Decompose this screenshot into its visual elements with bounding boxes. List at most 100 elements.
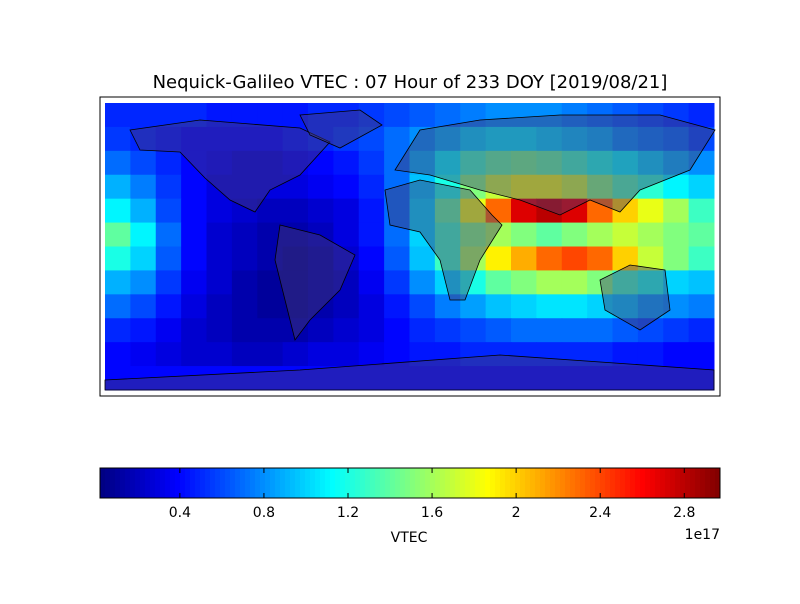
heatmap-cell	[485, 126, 512, 152]
heatmap-cell	[511, 222, 537, 247]
heatmap-cell	[333, 342, 360, 367]
colorbar-swatch	[290, 468, 296, 498]
heatmap-cell	[485, 103, 512, 128]
heatmap-cell	[130, 318, 157, 343]
heatmap-cell	[511, 366, 537, 391]
chart-title: Nequick-Galileo VTEC : 07 Hour of 233 DO…	[153, 72, 668, 93]
heatmap-cell	[612, 270, 639, 295]
colorbar-swatch	[295, 468, 301, 498]
heatmap-cell	[409, 294, 436, 319]
colorbar-swatch	[385, 468, 391, 498]
heatmap-cell	[257, 174, 284, 200]
colorbar-swatch	[100, 468, 106, 498]
heatmap-cell	[688, 294, 715, 319]
heatmap-cell	[561, 126, 588, 152]
heatmap-cell	[511, 342, 537, 367]
heatmap-cell	[460, 366, 487, 391]
colorbar-tick-label: 1.2	[337, 505, 359, 521]
colorbar-label: VTEC	[391, 530, 428, 546]
heatmap-cell	[231, 366, 258, 391]
colorbar-swatch	[430, 468, 436, 498]
heatmap-cell	[308, 342, 334, 367]
heatmap-cell	[206, 318, 233, 343]
colorbar-swatch	[495, 468, 501, 498]
heatmap-cell	[257, 246, 284, 271]
colorbar-swatch	[525, 468, 531, 498]
heatmap-cell	[231, 222, 258, 247]
colorbar-swatch	[640, 468, 646, 498]
heatmap-cell	[231, 246, 258, 271]
heatmap-cell	[688, 270, 715, 295]
heatmap-cell	[485, 270, 512, 295]
heatmap-cell	[688, 246, 715, 271]
colorbar-swatch	[140, 468, 146, 498]
heatmap-cell	[257, 150, 284, 176]
colorbar-scale: 1e17	[685, 527, 720, 543]
heatmap-cell	[155, 126, 182, 152]
heatmap-cell	[384, 126, 410, 152]
colorbar-swatch	[350, 468, 356, 498]
heatmap-cell	[637, 366, 664, 391]
heatmap-cell	[308, 198, 334, 224]
heatmap-cell	[282, 150, 309, 176]
heatmap-cell	[663, 222, 690, 247]
colorbar-swatch	[420, 468, 426, 498]
heatmap-cell	[358, 318, 385, 343]
heatmap-cell	[460, 342, 487, 367]
heatmap-cell	[663, 198, 690, 224]
heatmap-cell	[155, 222, 182, 247]
colorbar-swatch	[280, 468, 286, 498]
heatmap-cell	[358, 174, 385, 200]
heatmap-cell	[130, 222, 157, 247]
heatmap-cell	[511, 246, 537, 271]
heatmap-cell	[637, 342, 664, 367]
heatmap-cell	[637, 198, 664, 224]
colorbar-tick-label: 2.4	[589, 505, 611, 521]
heatmap-cell	[409, 270, 436, 295]
heatmap-cell	[688, 198, 715, 224]
heatmap-cell	[612, 126, 639, 152]
heatmap	[105, 103, 715, 391]
heatmap-cell	[308, 246, 334, 271]
heatmap-cell	[206, 126, 233, 152]
colorbar-swatch	[175, 468, 181, 498]
colorbar-swatch	[555, 468, 561, 498]
heatmap-cell	[358, 342, 385, 367]
heatmap-cell	[485, 174, 512, 200]
heatmap-cell	[536, 126, 563, 152]
colorbar-swatch	[165, 468, 171, 498]
heatmap-cell	[409, 318, 436, 343]
heatmap-cell	[181, 246, 207, 271]
colorbar-swatch	[440, 468, 446, 498]
heatmap-cell	[612, 366, 639, 391]
land	[104, 354, 715, 391]
heatmap-cell	[282, 198, 309, 224]
heatmap-cell	[181, 222, 207, 247]
heatmap-cell	[130, 103, 157, 128]
heatmap-cell	[105, 366, 131, 391]
heatmap-cell	[663, 126, 690, 152]
heatmap-cell	[409, 126, 436, 152]
heatmap-cell	[333, 294, 360, 319]
heatmap-cell	[155, 294, 182, 319]
heatmap-cell	[612, 150, 639, 176]
colorbar-swatch	[715, 468, 721, 498]
heatmap-cell	[637, 126, 664, 152]
heatmap-cell	[409, 174, 436, 200]
map-frame	[99, 96, 721, 397]
heatmap-cell	[511, 294, 537, 319]
heatmap-cell	[637, 294, 664, 319]
heatmap-cell	[460, 126, 487, 152]
heatmap-cell	[358, 222, 385, 247]
heatmap-cell	[561, 294, 588, 319]
heatmap-cell	[460, 222, 487, 247]
heatmap-cell	[231, 174, 258, 200]
heatmap-cell	[561, 174, 588, 200]
heatmap-cell	[511, 174, 537, 200]
heatmap-cell	[511, 150, 537, 176]
colorbar-swatch	[620, 468, 626, 498]
heatmap-cell	[460, 150, 487, 176]
heatmap-cell	[663, 342, 690, 367]
heatmap-cell	[612, 318, 639, 343]
colorbar-swatch	[230, 468, 236, 498]
